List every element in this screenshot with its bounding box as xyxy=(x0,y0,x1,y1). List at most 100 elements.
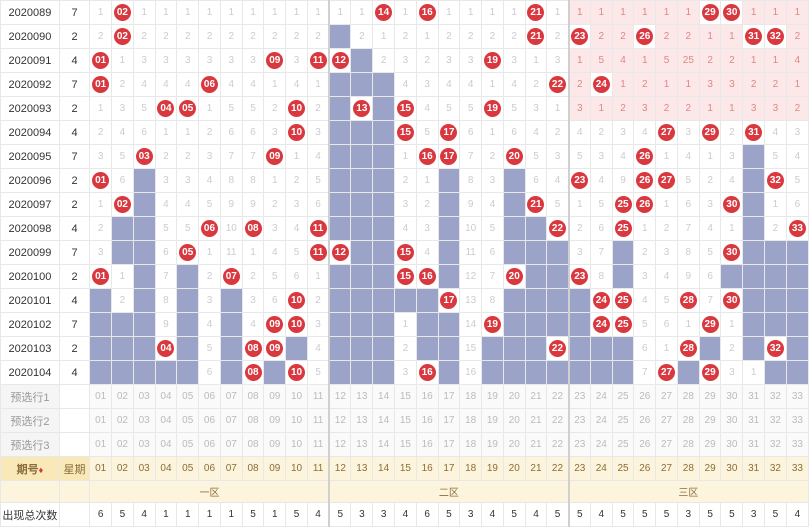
selection-num-3[interactable]: 03 xyxy=(133,433,155,457)
selection-num-12[interactable]: 12 xyxy=(329,433,351,457)
selection-num-13[interactable]: 13 xyxy=(351,409,373,433)
selection-num-6[interactable]: 06 xyxy=(199,409,221,433)
selection-num-29[interactable]: 29 xyxy=(699,409,721,433)
selection-num-30[interactable]: 30 xyxy=(721,385,743,409)
selection-num-9[interactable]: 09 xyxy=(264,409,286,433)
selection-num-33[interactable]: 33 xyxy=(786,433,808,457)
selection-num-28[interactable]: 28 xyxy=(677,433,699,457)
selection-num-12[interactable]: 12 xyxy=(329,409,351,433)
selection-num-15[interactable]: 15 xyxy=(395,385,417,409)
selection-num-4[interactable]: 04 xyxy=(155,385,177,409)
selection-num-21[interactable]: 21 xyxy=(525,433,547,457)
selection-num-1[interactable]: 01 xyxy=(90,433,112,457)
selection-num-20[interactable]: 20 xyxy=(503,433,525,457)
selection-num-11[interactable]: 11 xyxy=(307,385,329,409)
selection-num-23[interactable]: 23 xyxy=(569,409,591,433)
selection-num-24[interactable]: 24 xyxy=(590,385,612,409)
selection-num-4[interactable]: 04 xyxy=(155,433,177,457)
selection-num-23[interactable]: 23 xyxy=(569,433,591,457)
selection-num-14[interactable]: 14 xyxy=(373,385,395,409)
selection-num-22[interactable]: 22 xyxy=(547,433,569,457)
selection-num-10[interactable]: 10 xyxy=(286,409,308,433)
selection-num-25[interactable]: 25 xyxy=(612,433,634,457)
selection-num-26[interactable]: 26 xyxy=(634,409,656,433)
selection-num-21[interactable]: 21 xyxy=(525,385,547,409)
selection-num-4[interactable]: 04 xyxy=(155,409,177,433)
selection-num-24[interactable]: 24 xyxy=(590,409,612,433)
selection-row[interactable]: 预选行2010203040506070809101112131415161718… xyxy=(1,409,809,433)
selection-num-21[interactable]: 21 xyxy=(525,409,547,433)
selection-num-33[interactable]: 33 xyxy=(786,409,808,433)
selection-num-2[interactable]: 02 xyxy=(112,385,134,409)
selection-num-16[interactable]: 16 xyxy=(416,433,438,457)
selection-num-7[interactable]: 07 xyxy=(220,433,242,457)
selection-num-3[interactable]: 03 xyxy=(133,385,155,409)
selection-num-2[interactable]: 02 xyxy=(112,409,134,433)
selection-num-14[interactable]: 14 xyxy=(373,409,395,433)
selection-num-13[interactable]: 13 xyxy=(351,433,373,457)
selection-num-9[interactable]: 09 xyxy=(264,433,286,457)
selection-num-16[interactable]: 16 xyxy=(416,409,438,433)
selection-row[interactable]: 预选行3010203040506070809101112131415161718… xyxy=(1,433,809,457)
selection-num-27[interactable]: 27 xyxy=(656,409,678,433)
selection-num-11[interactable]: 11 xyxy=(307,409,329,433)
selection-num-8[interactable]: 08 xyxy=(242,385,264,409)
selection-num-8[interactable]: 08 xyxy=(242,433,264,457)
selection-num-26[interactable]: 26 xyxy=(634,385,656,409)
period-header[interactable]: 期号♦ xyxy=(1,457,60,481)
selection-num-18[interactable]: 18 xyxy=(460,409,482,433)
selection-num-33[interactable]: 33 xyxy=(786,385,808,409)
selection-num-3[interactable]: 03 xyxy=(133,409,155,433)
selection-num-17[interactable]: 17 xyxy=(438,409,460,433)
selection-row[interactable]: 预选行1010203040506070809101112131415161718… xyxy=(1,385,809,409)
selection-num-6[interactable]: 06 xyxy=(199,433,221,457)
selection-num-28[interactable]: 28 xyxy=(677,385,699,409)
selection-num-18[interactable]: 18 xyxy=(460,385,482,409)
selection-num-19[interactable]: 19 xyxy=(482,385,504,409)
selection-num-10[interactable]: 10 xyxy=(286,385,308,409)
selection-num-32[interactable]: 32 xyxy=(765,433,787,457)
selection-num-17[interactable]: 17 xyxy=(438,385,460,409)
selection-num-32[interactable]: 32 xyxy=(765,385,787,409)
selection-num-8[interactable]: 08 xyxy=(242,409,264,433)
selection-num-27[interactable]: 27 xyxy=(656,385,678,409)
selection-num-30[interactable]: 30 xyxy=(721,409,743,433)
selection-num-31[interactable]: 31 xyxy=(743,433,765,457)
selection-num-25[interactable]: 25 xyxy=(612,409,634,433)
selection-num-22[interactable]: 22 xyxy=(547,385,569,409)
selection-num-29[interactable]: 29 xyxy=(699,385,721,409)
selection-num-17[interactable]: 17 xyxy=(438,433,460,457)
selection-num-15[interactable]: 15 xyxy=(395,409,417,433)
selection-num-13[interactable]: 13 xyxy=(351,385,373,409)
selection-num-24[interactable]: 24 xyxy=(590,433,612,457)
selection-num-26[interactable]: 26 xyxy=(634,433,656,457)
selection-num-30[interactable]: 30 xyxy=(721,433,743,457)
selection-num-1[interactable]: 01 xyxy=(90,385,112,409)
selection-num-20[interactable]: 20 xyxy=(503,409,525,433)
selection-num-27[interactable]: 27 xyxy=(656,433,678,457)
selection-num-5[interactable]: 05 xyxy=(177,433,199,457)
selection-num-14[interactable]: 14 xyxy=(373,433,395,457)
selection-num-19[interactable]: 19 xyxy=(482,409,504,433)
selection-num-2[interactable]: 02 xyxy=(112,433,134,457)
selection-num-23[interactable]: 23 xyxy=(569,385,591,409)
selection-num-10[interactable]: 10 xyxy=(286,433,308,457)
selection-num-7[interactable]: 07 xyxy=(220,385,242,409)
selection-num-18[interactable]: 18 xyxy=(460,433,482,457)
selection-num-25[interactable]: 25 xyxy=(612,385,634,409)
selection-num-1[interactable]: 01 xyxy=(90,409,112,433)
selection-num-16[interactable]: 16 xyxy=(416,385,438,409)
selection-num-6[interactable]: 06 xyxy=(199,385,221,409)
selection-num-20[interactable]: 20 xyxy=(503,385,525,409)
selection-num-28[interactable]: 28 xyxy=(677,409,699,433)
selection-num-29[interactable]: 29 xyxy=(699,433,721,457)
selection-num-31[interactable]: 31 xyxy=(743,409,765,433)
selection-num-11[interactable]: 11 xyxy=(307,433,329,457)
selection-num-7[interactable]: 07 xyxy=(220,409,242,433)
selection-num-12[interactable]: 12 xyxy=(329,385,351,409)
selection-num-15[interactable]: 15 xyxy=(395,433,417,457)
selection-num-5[interactable]: 05 xyxy=(177,409,199,433)
selection-num-5[interactable]: 05 xyxy=(177,385,199,409)
selection-num-19[interactable]: 19 xyxy=(482,433,504,457)
selection-num-9[interactable]: 09 xyxy=(264,385,286,409)
